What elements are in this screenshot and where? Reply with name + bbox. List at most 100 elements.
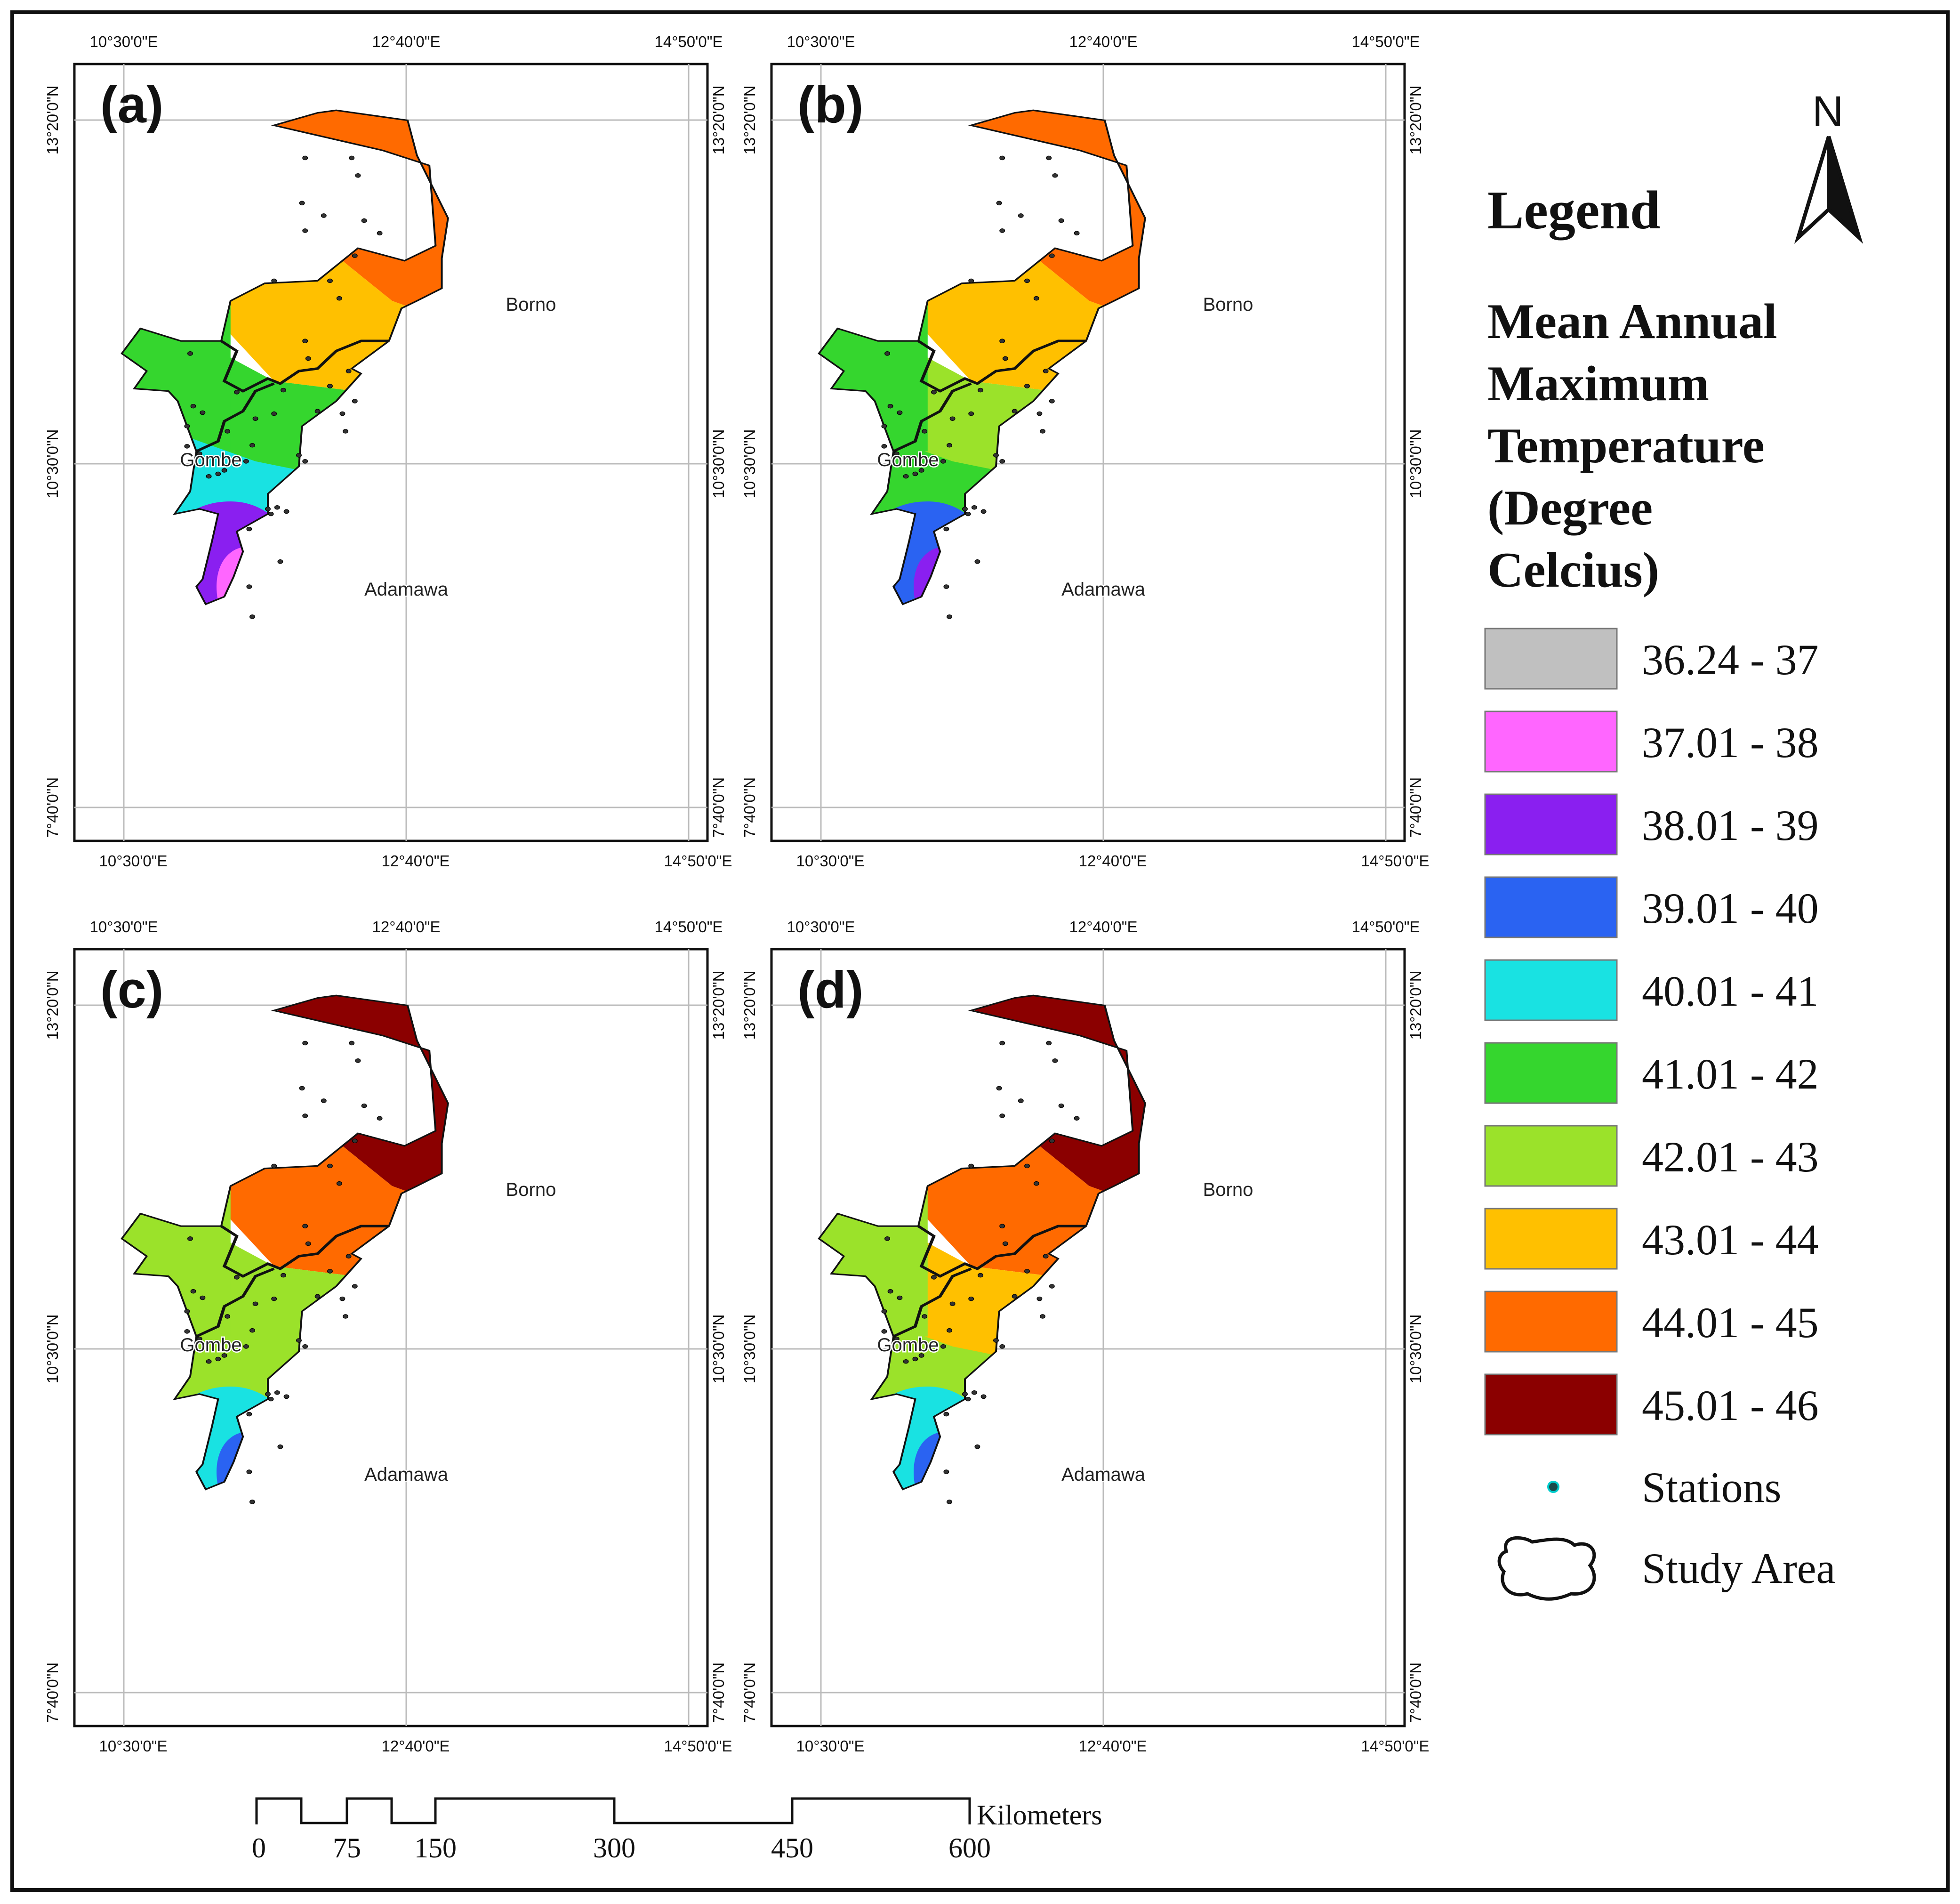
station-marker bbox=[980, 1394, 987, 1399]
station-marker bbox=[271, 1163, 277, 1169]
station-marker bbox=[1033, 296, 1039, 301]
station-marker bbox=[281, 387, 286, 393]
station-marker bbox=[361, 218, 367, 223]
station-marker bbox=[184, 444, 190, 449]
station-marker bbox=[978, 1273, 983, 1278]
latitude-label: 10°30'0"N bbox=[741, 1315, 758, 1384]
station-marker bbox=[1058, 218, 1064, 223]
station-marker bbox=[302, 1113, 308, 1118]
latitude-label: 13°20'0"N bbox=[1407, 86, 1424, 155]
station-marker bbox=[996, 1086, 1002, 1091]
longitude-label: 14°50'0"E bbox=[1361, 852, 1430, 870]
latitude-label: 10°30'0"N bbox=[741, 429, 758, 499]
station-marker bbox=[302, 228, 308, 233]
state-boundary bbox=[917, 1225, 1086, 1278]
latitude-label: 7°40'0"N bbox=[44, 1662, 61, 1723]
station-marker bbox=[215, 471, 221, 476]
station-marker bbox=[881, 444, 887, 449]
station-marker bbox=[1024, 1163, 1030, 1169]
state-name-label: Gombe bbox=[877, 450, 939, 470]
station-marker bbox=[296, 1338, 302, 1343]
station-marker bbox=[184, 1309, 190, 1314]
station-marker bbox=[355, 1058, 361, 1063]
latitude-label: 13°20'0"N bbox=[44, 971, 61, 1040]
station-marker bbox=[268, 1396, 274, 1402]
station-marker bbox=[352, 399, 358, 403]
station-marker bbox=[893, 1337, 900, 1341]
station-marker bbox=[962, 507, 968, 511]
station-marker bbox=[968, 278, 974, 283]
station-marker bbox=[377, 1116, 383, 1121]
station-marker bbox=[1024, 278, 1030, 283]
panel-label: (a) bbox=[100, 76, 163, 134]
station-marker bbox=[355, 173, 361, 178]
state-name-label: Adamawa bbox=[1061, 579, 1146, 600]
station-marker bbox=[1040, 1314, 1045, 1319]
station-marker bbox=[912, 471, 918, 476]
station-marker bbox=[196, 1337, 202, 1341]
station-marker bbox=[996, 201, 1002, 206]
station-marker bbox=[196, 452, 202, 456]
station-marker bbox=[321, 213, 327, 218]
legend-subtitle-line: Temperature bbox=[1487, 418, 1765, 473]
station-marker bbox=[1036, 1296, 1043, 1301]
station-marker bbox=[221, 468, 227, 473]
latitude-label: 7°40'0"N bbox=[1407, 777, 1424, 838]
station-marker bbox=[974, 1444, 980, 1449]
scale-tick-label: 450 bbox=[771, 1832, 813, 1864]
station-marker bbox=[234, 390, 240, 395]
station-marker bbox=[968, 411, 974, 416]
station-marker bbox=[999, 339, 1005, 343]
station-marker bbox=[1018, 1098, 1024, 1103]
station-marker bbox=[999, 1041, 1005, 1046]
station-marker bbox=[252, 1301, 258, 1307]
state-boundary bbox=[892, 382, 972, 452]
station-marker bbox=[187, 351, 193, 356]
panel-label: (d) bbox=[797, 961, 863, 1019]
legend-subtitle-line: Celcius) bbox=[1487, 542, 1659, 597]
station-marker bbox=[893, 452, 900, 456]
station-marker bbox=[980, 509, 987, 514]
legend-class-label: 36.24 - 37 bbox=[1642, 636, 1819, 684]
state-name-label: Borno bbox=[1203, 1179, 1253, 1200]
station-marker bbox=[1046, 1041, 1052, 1046]
station-marker bbox=[968, 1163, 974, 1169]
station-marker bbox=[343, 1314, 348, 1319]
station-marker bbox=[1024, 384, 1030, 388]
legend-class-label: 37.01 - 38 bbox=[1642, 718, 1819, 766]
station-marker bbox=[947, 614, 952, 619]
station-marker bbox=[1058, 1103, 1064, 1108]
station-marker bbox=[918, 1353, 924, 1358]
map-frame bbox=[73, 63, 709, 842]
station-marker bbox=[349, 1041, 355, 1046]
station-marker bbox=[271, 278, 277, 283]
legend-swatch bbox=[1484, 959, 1618, 1021]
station-marker bbox=[184, 424, 190, 429]
legend-class-label: 42.01 - 43 bbox=[1642, 1133, 1819, 1181]
map-frame bbox=[73, 948, 709, 1727]
station-marker bbox=[1036, 411, 1043, 416]
station-marker bbox=[1049, 253, 1055, 258]
station-marker bbox=[1074, 1116, 1080, 1121]
longitude-label: 14°50'0"E bbox=[655, 918, 723, 936]
station-marker bbox=[283, 509, 289, 514]
station-marker bbox=[912, 1356, 918, 1362]
station-marker bbox=[903, 474, 909, 479]
station-marker bbox=[277, 559, 283, 564]
longitude-label: 10°30'0"E bbox=[99, 1737, 168, 1755]
station-marker bbox=[1002, 1241, 1008, 1246]
map-panel: 10°30'0"E 10°30'0"E 12°40'0"E 12°40'0"E 14°5… bbox=[741, 33, 1430, 870]
longitude-label: 12°40'0"E bbox=[1079, 852, 1147, 870]
station-marker bbox=[327, 278, 333, 283]
station-marker bbox=[1018, 213, 1024, 218]
station-marker bbox=[1033, 1181, 1039, 1186]
station-marker bbox=[999, 459, 1005, 464]
latitude-label: 13°20'0"N bbox=[710, 971, 727, 1040]
map-frame bbox=[770, 948, 1406, 1727]
station-marker bbox=[999, 1113, 1005, 1118]
stations-label: Stations bbox=[1642, 1463, 1781, 1511]
latitude-label: 7°40'0"N bbox=[741, 777, 758, 838]
study-area-outline bbox=[818, 994, 1146, 1491]
station-marker bbox=[299, 1086, 305, 1091]
legend-class-label: 39.01 - 40 bbox=[1642, 884, 1819, 932]
